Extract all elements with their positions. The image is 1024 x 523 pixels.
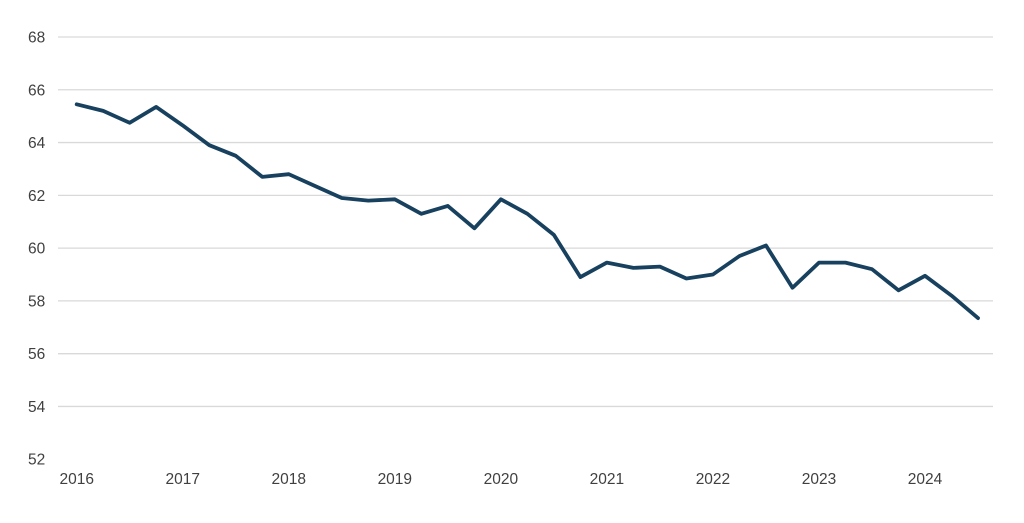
x-tick-label: 2024	[908, 471, 943, 488]
x-tick-label: 2019	[378, 471, 412, 488]
y-tick-label: 62	[28, 188, 45, 205]
x-tick-label: 2017	[165, 471, 199, 488]
y-tick-label: 66	[28, 82, 45, 99]
x-tick-label: 2016	[59, 471, 93, 488]
x-tick-label: 2022	[696, 471, 730, 488]
x-tick-label: 2018	[272, 471, 306, 488]
series-group	[74, 102, 980, 321]
gridlines-group	[58, 36, 993, 408]
x-tick-label: 2023	[802, 471, 836, 488]
y-tick-label: 54	[28, 399, 46, 416]
y-tick-label: 64	[28, 135, 46, 152]
y-axis-labels: 68 66 64 62 60 58 56 54 52	[28, 30, 46, 469]
y-tick-label: 58	[28, 293, 45, 310]
y-tick-label: 68	[28, 30, 45, 47]
x-tick-label: 2021	[590, 471, 624, 488]
y-tick-label: 56	[28, 346, 45, 363]
data-line	[74, 102, 980, 321]
y-tick-label: 52	[28, 452, 45, 469]
x-axis-labels: 2016 2017 2018 2019 2020 2021 2022 2023 2024	[59, 471, 942, 488]
y-tick-label: 60	[28, 241, 46, 258]
x-tick-label: 2020	[484, 471, 519, 488]
